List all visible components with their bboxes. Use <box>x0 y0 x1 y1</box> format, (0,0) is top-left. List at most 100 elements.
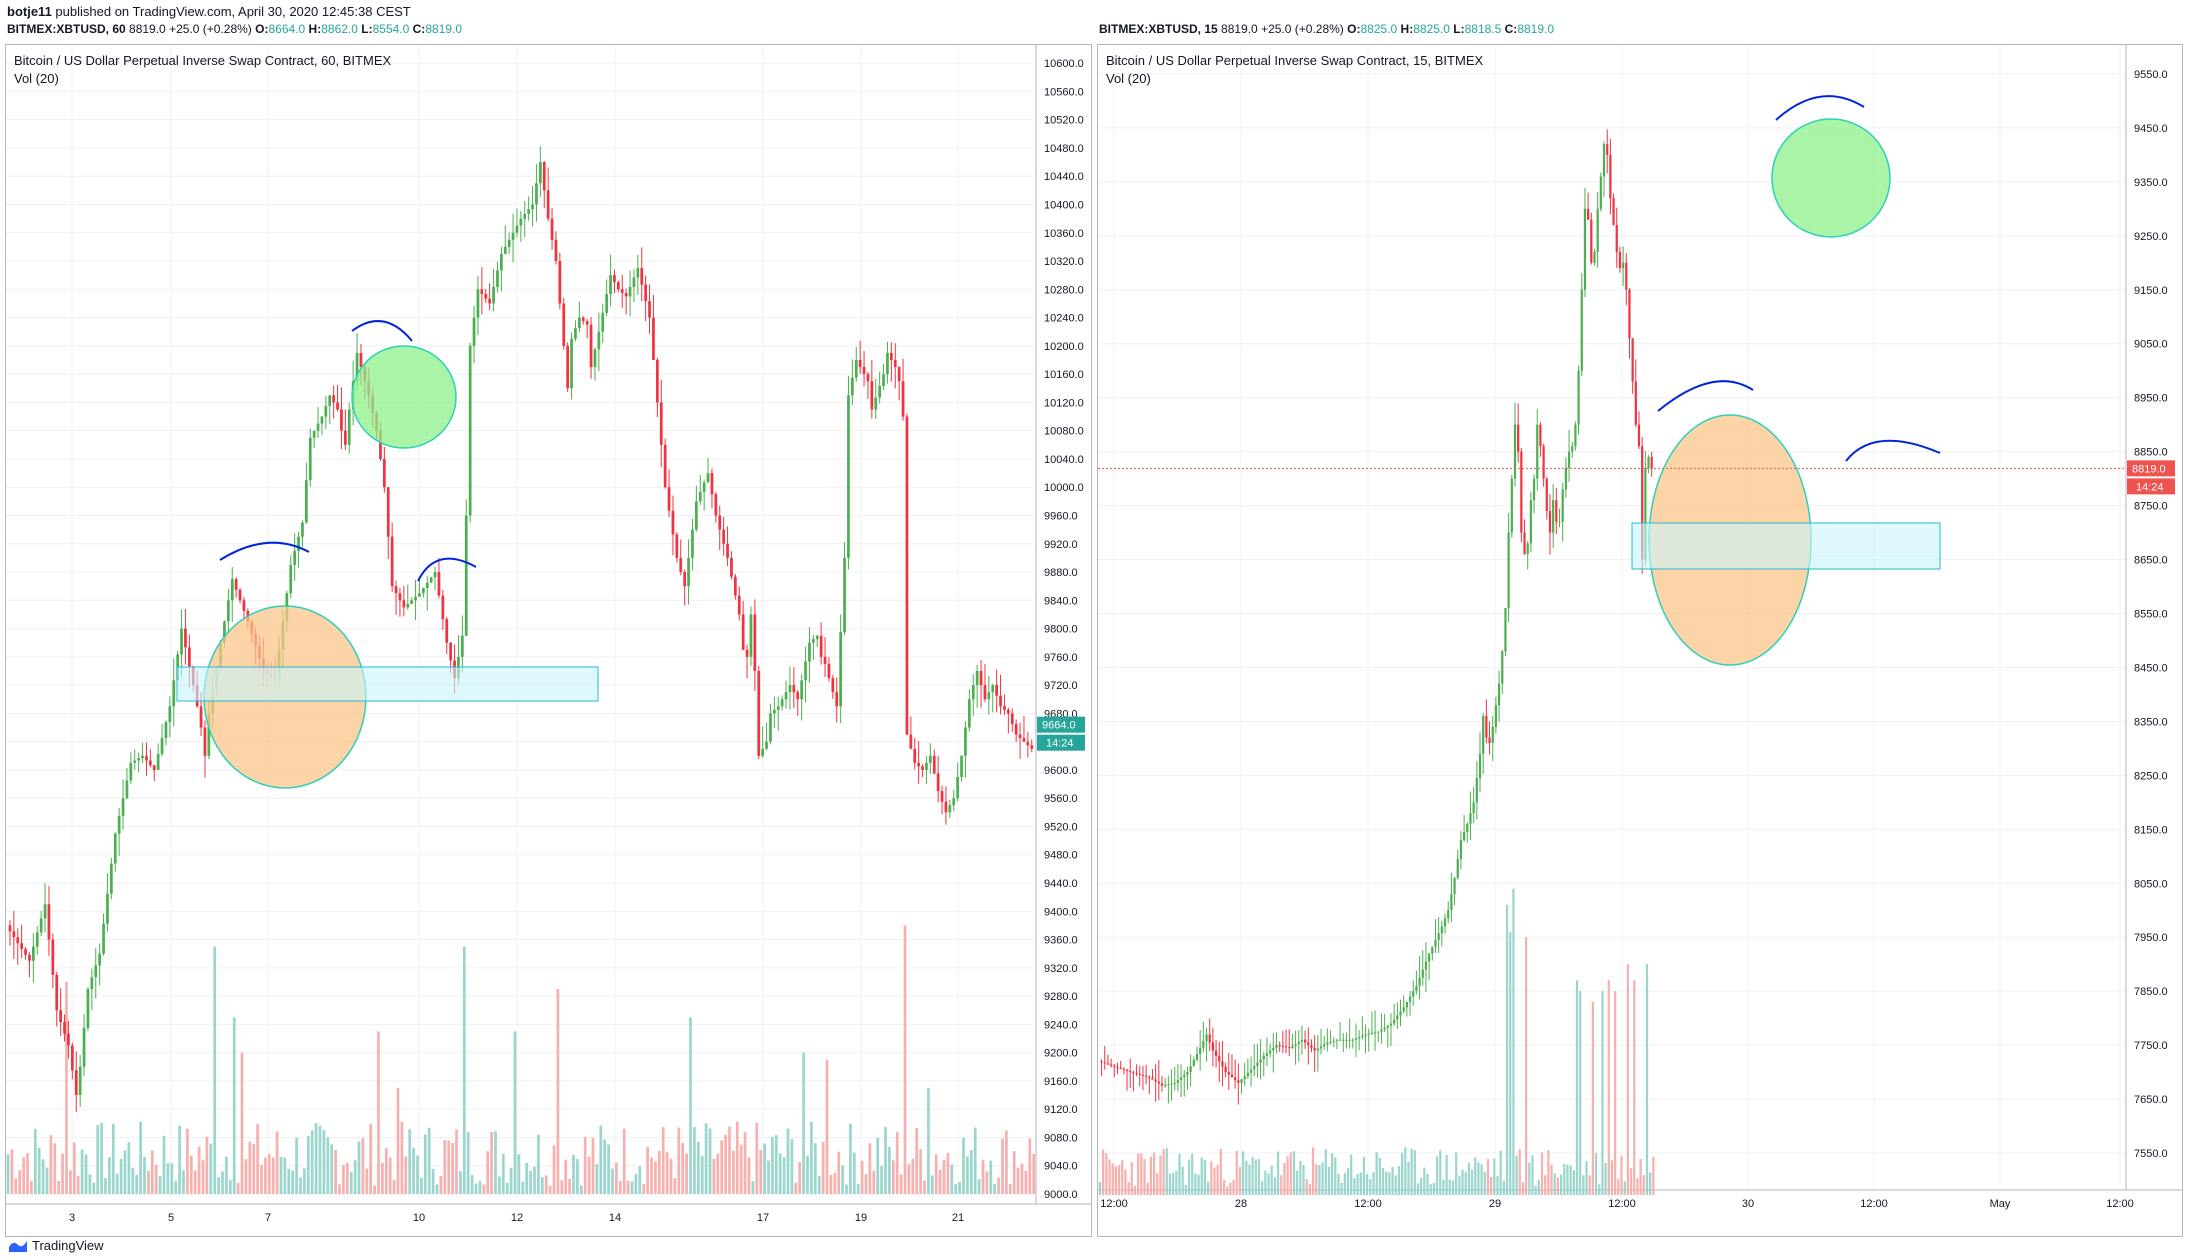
volume-bar <box>1623 1181 1626 1195</box>
support-zone-box <box>176 666 599 702</box>
volume-bar <box>404 1156 408 1194</box>
volume-bar <box>934 1154 938 1194</box>
y-tick-label: 9200.0 <box>1044 1048 1078 1060</box>
tradingview-logo[interactable]: TradingView <box>8 1238 104 1253</box>
volume-bar <box>1133 1185 1137 1195</box>
left-chart-panel[interactable]: 10600.0 10560.0 10520.0 10480.0 10440.0 10400… <box>5 44 1092 1237</box>
volume-bar <box>1168 1173 1172 1195</box>
volume-bar <box>919 1149 922 1194</box>
candle-body <box>702 482 706 492</box>
volume-bar <box>427 1127 431 1194</box>
volume-bar <box>494 1131 497 1194</box>
volume-bar <box>888 1147 891 1194</box>
candle-body <box>464 515 468 636</box>
volume-bar <box>447 1140 451 1194</box>
candle-body <box>499 253 503 271</box>
candle-body <box>1494 705 1498 727</box>
candle-body <box>913 748 917 763</box>
volume-bar <box>435 1184 439 1194</box>
candle-body <box>16 937 20 944</box>
volume-bar <box>533 1166 536 1194</box>
volume-bar <box>416 1155 419 1194</box>
volume-bar <box>22 1157 25 1194</box>
volume-bar <box>306 1136 310 1194</box>
volume-bar <box>1439 1150 1442 1195</box>
candle-body <box>874 397 878 410</box>
x-tick-label: 5 <box>168 1212 174 1224</box>
x-tick-label: 10 <box>413 1212 425 1224</box>
candle-body <box>1291 1045 1294 1048</box>
candle-body <box>160 738 164 755</box>
candle-body <box>90 977 94 990</box>
candle-body <box>180 628 183 655</box>
candle-body <box>1202 1041 1205 1048</box>
candle-body <box>1157 1081 1160 1084</box>
x-tick-label: 12:00 <box>1354 1198 1382 1210</box>
volume-bar <box>1359 1172 1362 1195</box>
right-chart-svg[interactable]: 9550.0 9450.0 9350.0 9250.0 9150.0 9050.0 8950… <box>1098 45 2182 1236</box>
candle-body <box>850 377 854 396</box>
candle-body <box>429 577 433 583</box>
volume-bar <box>283 1157 287 1194</box>
volume-bar <box>802 1052 805 1194</box>
y-tick-label: 8450.0 <box>2134 662 2168 674</box>
candle-body <box>1297 1041 1300 1044</box>
candle-body <box>184 628 187 648</box>
candle-body <box>823 656 827 664</box>
candle-body <box>1221 1061 1224 1067</box>
shoulder-arc-right <box>1845 439 1941 462</box>
candle-body <box>1456 858 1459 878</box>
volume-bar <box>1455 1152 1458 1195</box>
candle-body <box>601 312 605 332</box>
volume-bar <box>591 1137 595 1194</box>
volume-bar <box>1588 1175 1591 1195</box>
shoulder-arc-left <box>219 541 310 561</box>
volume-bar <box>622 1128 626 1194</box>
candle-body <box>113 833 117 864</box>
volume-bar <box>318 1125 322 1194</box>
candle-body <box>1240 1079 1243 1083</box>
volume-bar <box>127 1142 131 1194</box>
volume-bar <box>1458 1176 1461 1195</box>
candle-body <box>390 536 394 587</box>
candle-body <box>304 480 308 523</box>
candle-body <box>410 600 414 604</box>
candle-body <box>1006 709 1010 714</box>
candle-body <box>336 402 339 410</box>
volume-bar <box>696 1141 700 1194</box>
y-tick-label: 8050.0 <box>2134 878 2168 890</box>
volume-bar <box>1334 1157 1337 1195</box>
author-name[interactable]: botje11 <box>7 4 52 19</box>
volume-bar <box>1321 1162 1324 1195</box>
volume-bar <box>677 1127 681 1194</box>
y-tick-label: 10240.0 <box>1044 313 1084 325</box>
candle-body <box>776 706 780 710</box>
volume-bar <box>1388 1172 1391 1195</box>
volume-bar <box>123 1150 127 1194</box>
volume-bar <box>1222 1179 1226 1195</box>
candle-body <box>1208 1034 1211 1043</box>
left-chart-svg[interactable]: 10600.0 10560.0 10520.0 10480.0 10440.0 10400… <box>6 45 1091 1236</box>
y-tick-label: 9280.0 <box>1044 991 1078 1003</box>
volume-bar <box>618 1180 622 1194</box>
volume-bar <box>1194 1173 1197 1195</box>
head-arc <box>351 320 413 342</box>
candle-body <box>145 755 148 761</box>
volume-bar <box>423 1134 427 1194</box>
y-tick-label: 10480.0 <box>1044 143 1084 155</box>
volume-bar <box>41 1159 45 1194</box>
volume-bar <box>232 1017 236 1194</box>
right-chart-panel[interactable]: 9550.0 9450.0 9350.0 9250.0 9150.0 9050.0 8950… <box>1097 44 2183 1237</box>
candle-body <box>566 345 570 389</box>
candle-body <box>1214 1050 1218 1056</box>
candle-body <box>636 268 640 278</box>
volume-bar <box>1534 1185 1537 1195</box>
candle-body <box>1358 1037 1361 1039</box>
candle-body <box>1580 289 1583 371</box>
volume-bar <box>392 1180 396 1194</box>
candle-body <box>347 409 351 445</box>
volume-bar <box>977 1179 981 1194</box>
volume-bar <box>1175 1170 1178 1195</box>
volume-bar <box>1159 1155 1162 1195</box>
volume-bar <box>459 1171 462 1194</box>
